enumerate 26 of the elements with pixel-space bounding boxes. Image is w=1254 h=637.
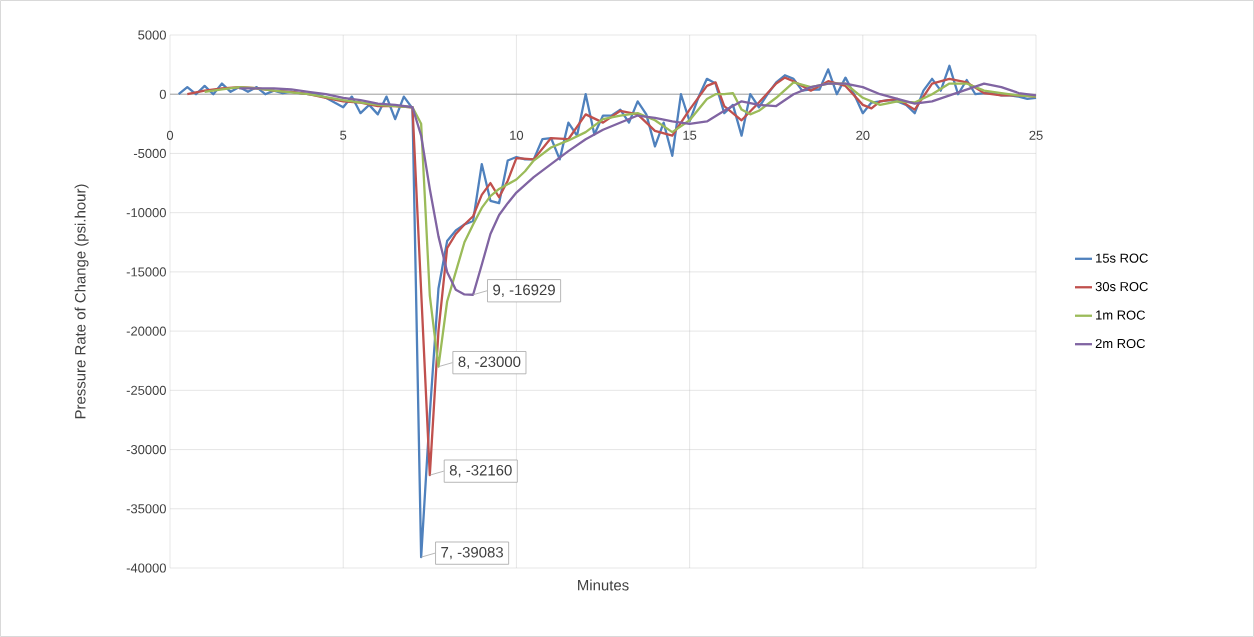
x-tick-label: 15: [683, 130, 697, 140]
y-tick-label: -40000: [126, 563, 166, 573]
y-tick-label: -20000: [126, 326, 166, 336]
y-tick-label: 0: [159, 89, 166, 99]
y-tick-label: -25000: [126, 385, 166, 395]
y-tick-label: -15000: [126, 267, 166, 277]
y-tick-label: -5000: [133, 148, 166, 159]
annotation: 8, -23000: [458, 356, 521, 369]
y-tick-label: -10000: [126, 208, 166, 218]
x-tick-label: 20: [856, 130, 870, 140]
x-tick-label: 0: [166, 130, 174, 140]
annotation: 8, -32160: [449, 464, 512, 478]
y-tick-label: -30000: [126, 444, 166, 455]
legend-label: 2m ROC: [1095, 338, 1145, 349]
x-tick-label: 25: [1029, 130, 1043, 140]
x-tick-label: 5: [340, 130, 347, 140]
x-tick-label: 10: [510, 130, 524, 140]
annotation: 9, -16929: [493, 284, 555, 297]
legend-label: 1m ROC: [1096, 310, 1145, 320]
x-axis-title: Minutes: [578, 579, 629, 591]
y-tick-label: 5000: [138, 30, 166, 40]
legend-label: 30s ROC: [1095, 281, 1148, 292]
annotation: 7, -39083: [441, 546, 503, 560]
legend-label: 15s ROC: [1096, 253, 1148, 263]
y-axis-title: Pressure Rate of Change (psi.hour): [74, 184, 89, 419]
y-tick-label: -35000: [126, 504, 166, 514]
